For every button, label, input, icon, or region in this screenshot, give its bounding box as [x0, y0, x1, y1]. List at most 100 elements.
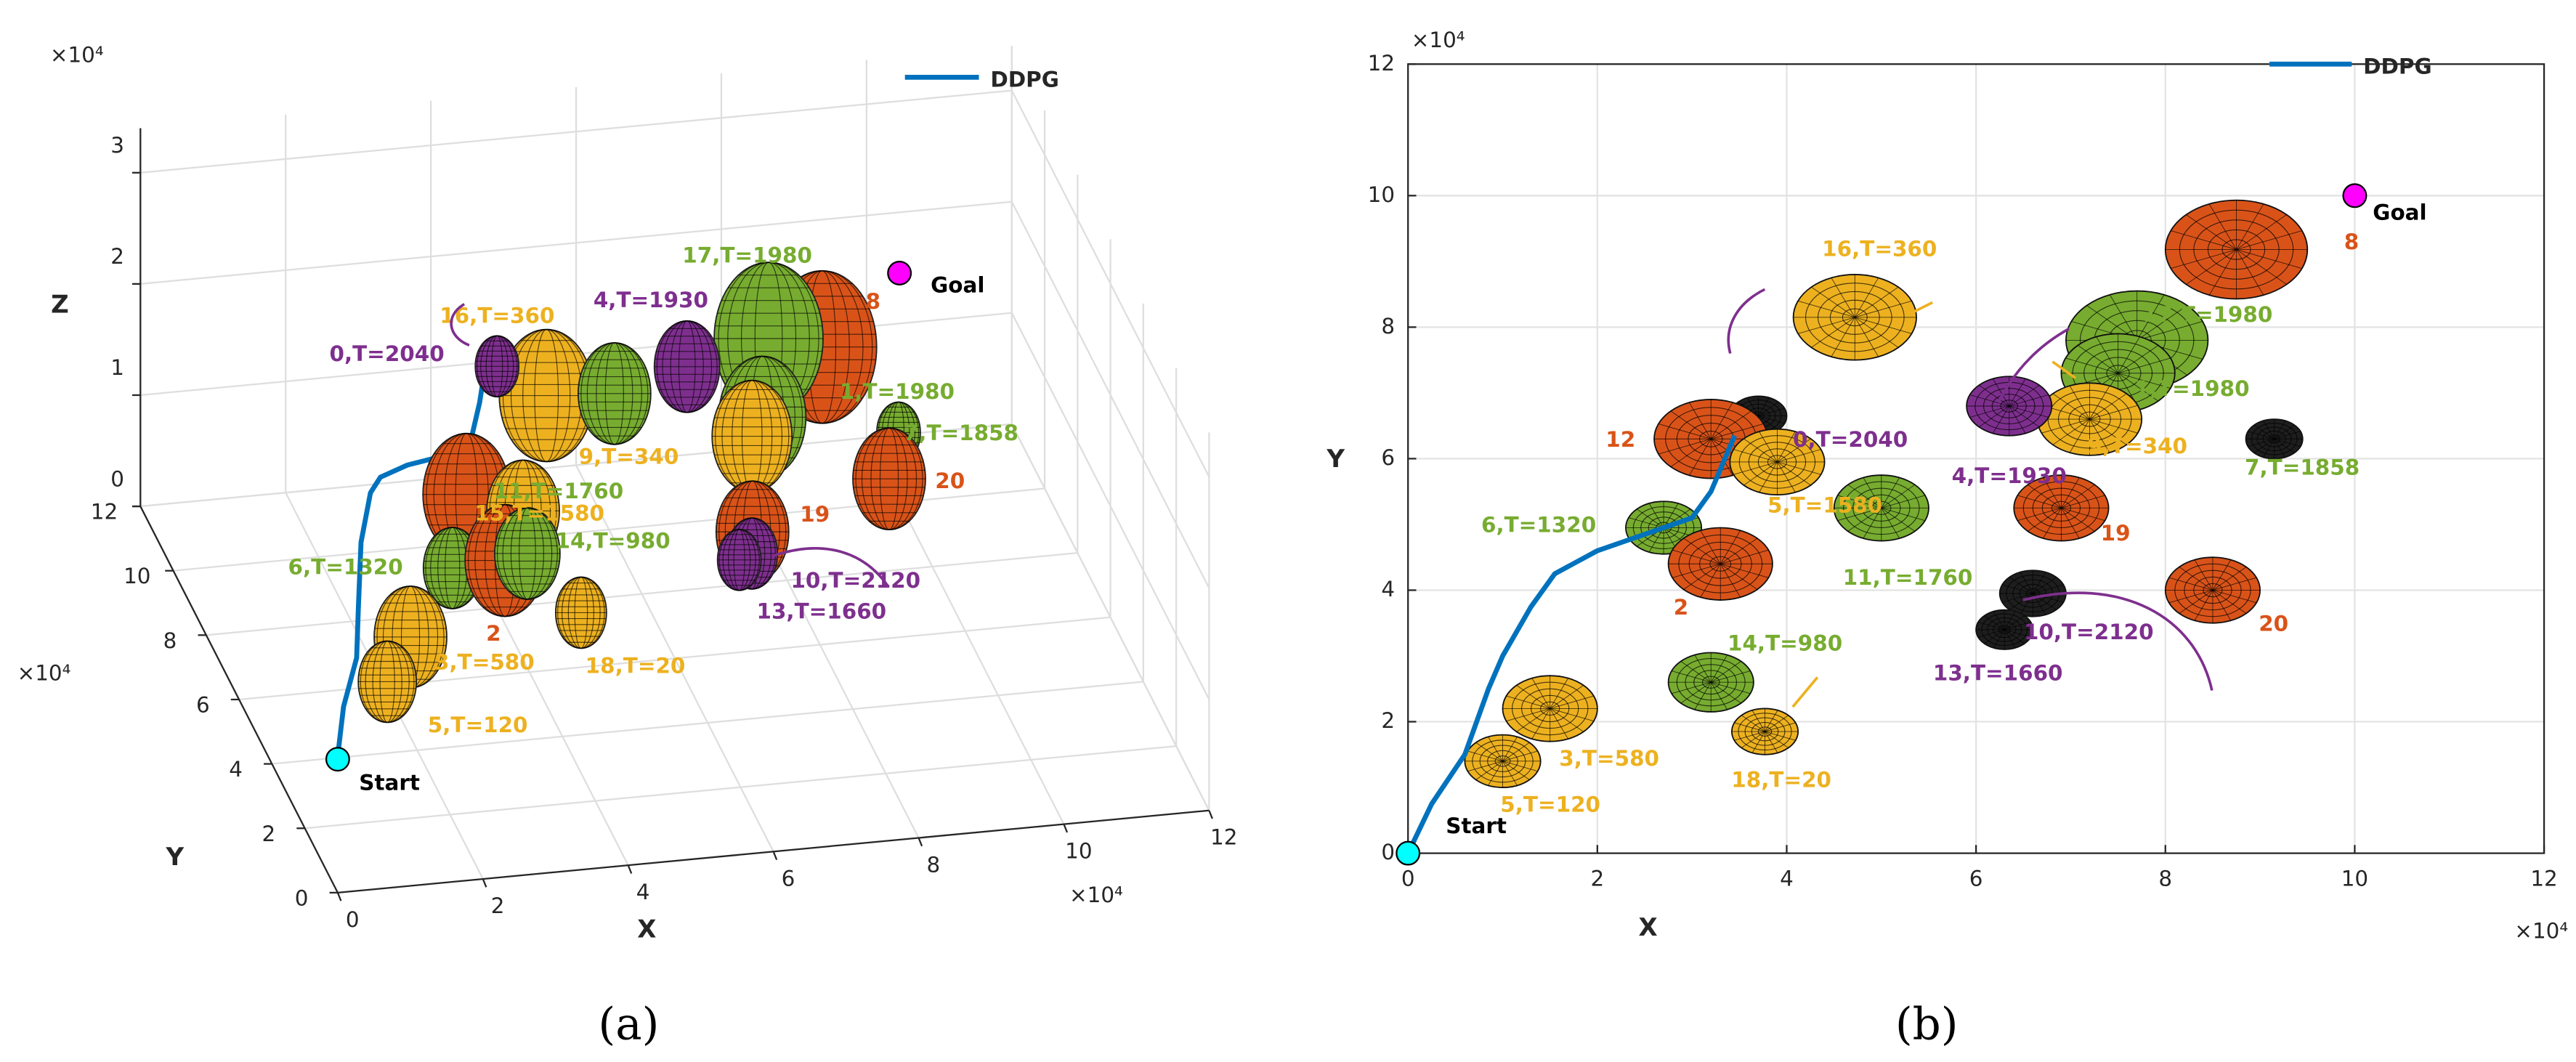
- mesh-spoke: [1720, 563, 1758, 590]
- x-tick-label: 8: [927, 852, 941, 877]
- mesh-spoke: [1969, 405, 2009, 418]
- obstacle-label: 0,T=2040: [330, 341, 445, 366]
- mesh-spoke: [1777, 461, 1821, 475]
- obstacle: [1966, 376, 2053, 437]
- mesh-spoke: [2274, 420, 2285, 439]
- mesh-spoke: [1855, 317, 1899, 348]
- z-tick-label: 0: [110, 466, 124, 491]
- motion-arrow: [773, 547, 890, 588]
- mesh-spoke: [2061, 477, 2080, 508]
- mesh-spoke: [1733, 461, 1778, 475]
- motion-arrow: [2052, 360, 2077, 379]
- mesh-spoke: [1694, 681, 1712, 710]
- y-tick-label: 12: [1368, 51, 1395, 76]
- obstacle-label: 16,T=360: [1822, 237, 1937, 262]
- mesh-spoke: [1777, 449, 1821, 463]
- mesh-spoke: [2078, 344, 2118, 374]
- obstacle-label: 3,T=580: [1559, 746, 1659, 771]
- obstacle-label: 14,T=980: [1728, 631, 1842, 656]
- obstacle: [1731, 708, 1799, 755]
- mesh-spoke: [2274, 439, 2285, 458]
- y-tick-label: 0: [295, 885, 309, 910]
- waypoint-label: Start: [359, 771, 420, 795]
- obstacle: [2164, 556, 2261, 624]
- mesh-spoke: [2253, 424, 2275, 439]
- mesh-spoke: [1550, 685, 1584, 709]
- mesh-spoke: [1741, 715, 1765, 732]
- obstacle-label: 9,T=340: [579, 444, 679, 469]
- x-tick-label: 12: [1210, 825, 1237, 850]
- obstacle: [1464, 734, 1542, 788]
- waypoint-label: Start: [1446, 814, 1507, 838]
- mesh-spoke: [2236, 214, 2287, 250]
- obstacle: [554, 576, 607, 649]
- obstacle-label: 11,T=1760: [1843, 565, 1973, 590]
- obstacle: [2013, 474, 2110, 542]
- mesh-spoke: [2236, 249, 2302, 269]
- mesh-spoke: [1680, 681, 1712, 704]
- mesh-spoke: [1720, 564, 1741, 598]
- mesh-spoke: [2179, 567, 2214, 591]
- mesh-spoke: [2179, 590, 2214, 614]
- mesh-spoke: [1700, 530, 1721, 564]
- mesh-spoke: [2009, 394, 2049, 407]
- grid-line: [1010, 201, 1210, 589]
- trajectory: [335, 375, 487, 756]
- mesh-spoke: [1797, 300, 1855, 318]
- y-exponent: ×10⁴: [17, 660, 71, 685]
- x-tick-label: 2: [491, 893, 505, 918]
- mesh-spoke: [2194, 559, 2214, 591]
- mesh-spoke: [2009, 405, 2026, 434]
- obstacle-label: 18,T=20: [586, 654, 686, 678]
- mesh-spoke: [1467, 750, 1503, 762]
- mesh-spoke: [2089, 418, 2127, 445]
- mesh-spoke: [1811, 317, 1855, 348]
- obstacle: [1975, 609, 2034, 650]
- obstacle-label: 7,T=1858: [904, 421, 1018, 445]
- mesh-spoke: [1688, 402, 1712, 439]
- mesh-spoke: [2004, 629, 2025, 644]
- mesh-spoke: [1881, 477, 1900, 508]
- mesh-spoke: [1658, 438, 1712, 455]
- x-exponent: ×10⁴: [2514, 919, 2568, 944]
- motion-arrow: [1791, 676, 1819, 708]
- x-tick-label: 4: [636, 880, 650, 904]
- mesh-spoke: [2236, 249, 2264, 296]
- mesh-spoke: [1710, 654, 1728, 683]
- y-tick-label: 2: [262, 822, 275, 846]
- mesh-spoke: [2009, 405, 2040, 428]
- mesh-spoke: [2089, 393, 2127, 420]
- mesh-spoke: [1683, 563, 1721, 590]
- mesh-spoke: [2248, 438, 2275, 447]
- mesh-spoke: [1969, 394, 2009, 407]
- mesh-spoke: [2004, 629, 2031, 638]
- mesh-spoke: [2208, 203, 2237, 250]
- mesh-spoke: [2028, 507, 2062, 532]
- y-tick-label: 6: [1381, 445, 1395, 470]
- panel-b: 0 2 4 6 8 10 12 0 2 4 6 8 10 12 ×10⁴ ×10⁴ X Y (b) DDPG 16,T=…: [1326, 28, 2568, 1050]
- mesh-spoke: [1751, 710, 1765, 732]
- mesh-spoke: [2171, 249, 2237, 269]
- motion-arrow: [1997, 328, 2070, 404]
- mesh-spoke: [1670, 438, 1712, 468]
- mesh-spoke: [2236, 249, 2287, 285]
- mesh-spoke: [2136, 321, 2203, 341]
- mesh-spoke: [1502, 761, 1530, 780]
- waypoint: [887, 261, 912, 285]
- grid-line: [1010, 423, 1210, 811]
- mesh-spoke: [1777, 438, 1811, 463]
- y-tick-label: 12: [91, 500, 118, 524]
- mesh-spoke: [2061, 484, 2095, 508]
- mesh-spoke: [1855, 317, 1912, 334]
- mesh-spoke: [1758, 416, 1779, 431]
- mesh-spoke: [2136, 294, 2165, 341]
- mesh-spoke: [1648, 527, 1664, 553]
- mesh-spoke: [2009, 384, 2040, 407]
- mesh-spoke: [1984, 615, 2005, 631]
- mesh-spoke: [2212, 567, 2247, 591]
- mesh-spoke: [1747, 397, 1759, 416]
- mesh-spoke: [1751, 731, 1765, 753]
- mesh-spoke: [2212, 577, 2257, 591]
- mesh-spoke: [1720, 563, 1769, 578]
- x-tick-mark: [1208, 810, 1213, 819]
